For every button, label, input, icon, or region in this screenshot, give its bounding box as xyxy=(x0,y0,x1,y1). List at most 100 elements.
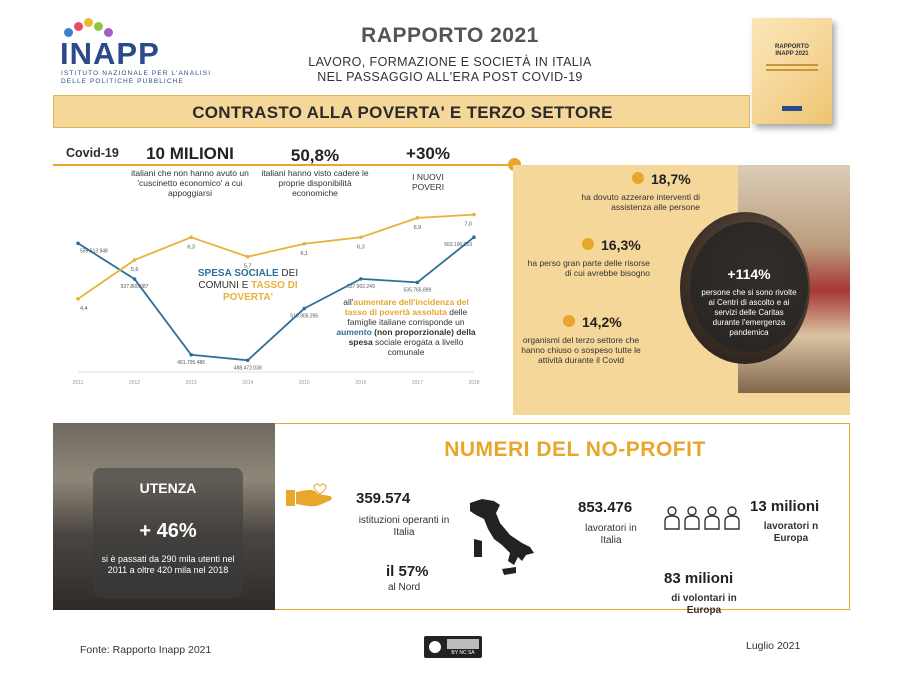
data-label: 491.795.486 xyxy=(177,360,205,366)
data-label: 537.800.087 xyxy=(121,284,149,290)
section-banner-title: CONTRASTO ALLA POVERTA' E TERZO SETTORE xyxy=(192,103,613,122)
data-label: 519.905.295 xyxy=(290,314,318,320)
data-point xyxy=(132,258,137,262)
utenza-desc: si è passati da 290 mila utenti nel 2011… xyxy=(101,554,235,575)
footer-source: Fonte: Rapporto Inapp 2021 xyxy=(80,644,212,656)
series-line-spesa-sociale xyxy=(77,236,475,362)
data-label: 6,3 xyxy=(187,244,195,250)
page-subtitle-line1: LAVORO, FORMAZIONE E SOCIETÀ IN ITALIA xyxy=(308,55,592,69)
cc-license-icon: BY NC SA xyxy=(424,636,482,658)
footer-date: Luglio 2021 xyxy=(746,640,801,652)
data-point xyxy=(472,212,476,217)
data-label: 6,3 xyxy=(357,244,365,250)
report-cover-title-2: INAPP 2021 xyxy=(775,51,809,57)
logo-subtitle-line1: ISTITUTO NAZIONALE PER L'ANALISI xyxy=(61,70,212,77)
data-point xyxy=(415,280,420,285)
chart-legend: SPESA SOCIALE DEI COMUNI E TASSO DI POVE… xyxy=(188,268,308,304)
page-title: RAPPORTO 2021 xyxy=(361,24,539,47)
x-tick-label: 2014 xyxy=(242,380,253,386)
covid-stat-1-value: 10 MILIONI xyxy=(146,144,234,163)
lavoratori-eu-value: 13 milioni xyxy=(750,498,820,515)
stat-3-desc: organismi del terzo settore che hanno ch… xyxy=(521,335,641,365)
data-point xyxy=(302,306,307,311)
covid-timeline-line xyxy=(53,164,513,166)
caritas-desc: persone che si sono rivolte ai Centri di… xyxy=(701,288,797,337)
data-point xyxy=(302,241,307,246)
istituzioni-desc: istituzioni operanti in Italia xyxy=(358,515,450,538)
data-point xyxy=(245,254,250,259)
poverty-spending-chart: 559.513.948 537.800.087 491.795.486 488.472… xyxy=(73,212,480,386)
x-tick-label: 2016 xyxy=(355,380,366,386)
x-tick-label: 2018 xyxy=(468,380,479,386)
nord-desc: al Nord xyxy=(388,582,421,593)
data-point xyxy=(189,235,193,240)
legend-tasso-poverta: TASSO DI POVERTA' xyxy=(223,280,298,303)
covid-stat-3-desc: I NUOVI POVERI xyxy=(411,172,445,192)
stat-1-value: 18,7% xyxy=(651,171,691,187)
x-tick-label: 2012 xyxy=(129,380,140,386)
data-label: 5,7 xyxy=(244,264,252,270)
data-point xyxy=(472,235,476,240)
workers-group-icon xyxy=(664,506,740,530)
legend-dei-comuni: DEI COMUNI E xyxy=(198,268,299,291)
lavoratori-it-desc: lavoratori in Italia xyxy=(585,523,637,546)
covid-stat-2-value: 50,8% xyxy=(290,146,340,165)
data-label: 5,6 xyxy=(131,267,139,273)
lavoratori-eu-desc: lavoratori n Europa xyxy=(763,521,819,544)
stat-2-dot-icon xyxy=(582,238,594,250)
data-point xyxy=(245,358,250,363)
report-cover-title-1: RAPPORTO xyxy=(775,44,809,50)
lavoratori-it-value: 853.476 xyxy=(578,499,633,516)
data-point xyxy=(76,297,80,301)
volontari-value: 83 milioni xyxy=(664,570,734,587)
nord-value: il 57% xyxy=(386,563,429,580)
covid-label: Covid-19 xyxy=(66,146,119,160)
inapp-logo: INAPP ISTITUTO NAZIONALE PER L'ANALISI D… xyxy=(60,18,210,85)
data-point xyxy=(189,353,193,357)
report-cover: RAPPORTO INAPP 2021 xyxy=(752,18,832,124)
data-label: 537.902.249 xyxy=(347,284,375,290)
data-point xyxy=(359,235,363,240)
data-label: 559.513.948 xyxy=(80,248,108,254)
caritas-value: +114% xyxy=(727,266,771,282)
italy-map-icon xyxy=(470,499,534,575)
data-point xyxy=(359,277,363,281)
stat-3-dot-icon xyxy=(563,315,575,327)
x-tick-label: 2017 xyxy=(412,380,423,386)
x-tick-label: 2013 xyxy=(186,380,197,386)
logo-subtitle-line2: DELLE POLITICHE PUBBLICHE xyxy=(61,78,184,85)
utenza-value: + 46% xyxy=(139,520,197,542)
data-point xyxy=(415,216,420,220)
data-point xyxy=(132,277,137,281)
data-point xyxy=(76,241,80,246)
page-subtitle-line2: NEL PASSAGGIO ALL'ERA POST COVID-19 xyxy=(317,70,583,84)
data-label: 7,0 xyxy=(464,222,472,228)
x-tick-label: 2015 xyxy=(299,380,310,386)
data-label: 6,1 xyxy=(300,251,308,257)
nonprofit-title: NUMERI DEL NO-PROFIT xyxy=(444,438,706,461)
data-label: 563.190.053 xyxy=(444,242,472,248)
stat-1-desc: ha dovuto azzerare interventi di assiste… xyxy=(581,192,700,212)
hand-heart-icon xyxy=(286,483,332,507)
stat-1-dot-icon xyxy=(632,172,644,184)
data-label: 4,4 xyxy=(80,306,88,312)
covid-stat-3-value: +30% xyxy=(406,144,450,163)
covid-stat-2-desc: italiani hanno visto cadere le proprie d… xyxy=(261,168,369,198)
legend-spesa-sociale: SPESA SOCIALE xyxy=(197,268,279,279)
section-banner: CONTRASTO ALLA POVERTA' E TERZO SETTORE xyxy=(53,95,750,128)
series-line-tasso-poverta xyxy=(77,213,475,300)
volontari-desc: di volontari in Europa xyxy=(671,593,737,616)
istituzioni-value: 359.574 xyxy=(356,490,411,507)
caritas-circle xyxy=(690,222,808,352)
stat-3-value: 14,2% xyxy=(582,314,622,330)
data-label: 6,9 xyxy=(414,225,422,231)
logo-wordmark: INAPP xyxy=(60,36,160,71)
data-label: 535.765.899 xyxy=(404,287,432,293)
utenza-title: UTENZA xyxy=(139,480,197,496)
chart-note: all'aumentare dell'incidenza del tasso d… xyxy=(336,297,476,357)
utenza-overlay xyxy=(93,468,243,598)
data-label: 488.472.038 xyxy=(234,365,262,371)
stat-2-desc: ha perso gran parte delle risorse di cui… xyxy=(527,258,650,278)
x-tick-label: 2011 xyxy=(73,380,84,386)
covid-stat-1-desc: italiani che non hanno avuto un 'cuscine… xyxy=(131,168,249,198)
